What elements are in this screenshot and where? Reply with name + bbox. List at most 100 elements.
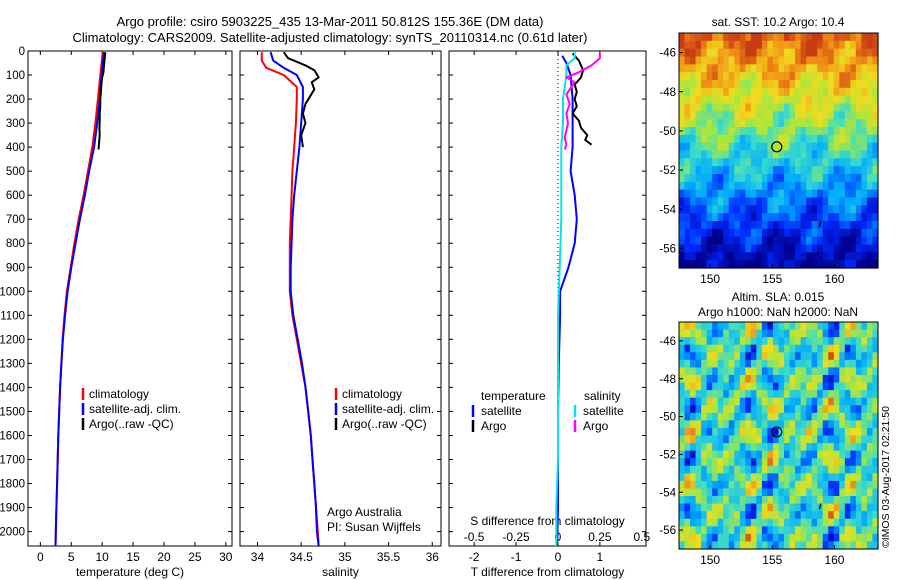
plot-frame [448, 50, 647, 547]
heatmap-cell [784, 480, 791, 490]
heatmap-cell [684, 103, 691, 112]
heatmap-cell [784, 526, 791, 535]
heatmap-cell [717, 382, 724, 391]
heatmap-cell [690, 533, 697, 543]
heatmap-cell [767, 344, 774, 353]
heatmap-cell [706, 150, 713, 159]
legend-entry: satellite [481, 404, 522, 418]
heatmap-cell [828, 95, 835, 105]
heatmap-cell [866, 197, 874, 206]
heatmap-cell [756, 337, 763, 346]
heatmap-cell [850, 33, 857, 42]
heatmap-cell [795, 465, 802, 474]
heatmap-cell [690, 111, 697, 120]
heatmap-cell [833, 213, 840, 222]
heatmap-cell [778, 420, 785, 429]
heatmap-cell [761, 40, 769, 50]
heatmap-cell [800, 260, 807, 269]
heatmap-cell [866, 142, 874, 152]
heatmap-cell [734, 244, 741, 253]
heatmap-cell [844, 435, 851, 444]
heatmap-cell [745, 541, 752, 550]
heatmap-cell [789, 236, 796, 246]
heatmap-cell [811, 95, 818, 105]
heatmap-cell [850, 443, 857, 452]
heatmap-cell [712, 518, 719, 527]
heatmap-cell [695, 465, 702, 474]
heatmap-cell [866, 236, 874, 246]
heatmap-cell [789, 213, 796, 222]
heatmap-cell [706, 236, 713, 246]
heatmap-cell [723, 390, 730, 399]
heatmap-cell [822, 221, 829, 230]
heatmap-cell [717, 405, 724, 414]
heatmap-cell [690, 382, 697, 391]
heatmap-cell [778, 322, 785, 331]
heatmap-cell [701, 496, 708, 505]
heatmap-cell [717, 541, 724, 550]
heatmap-cell [866, 344, 874, 353]
heatmap-cell [806, 480, 813, 490]
heatmap-cell [767, 533, 774, 543]
heatmap-cell [684, 397, 691, 406]
heatmap-cell [690, 473, 697, 482]
heatmap-cell [750, 166, 757, 175]
heatmap-cell [811, 412, 818, 421]
heatmap-cell [861, 213, 868, 222]
heatmap-cell [761, 166, 769, 175]
heatmap-cell [706, 359, 713, 368]
heatmap-cell [795, 142, 802, 152]
heatmap-cell [761, 337, 769, 346]
heatmap-cell [701, 33, 708, 42]
heatmap-cell [761, 458, 769, 467]
heatmap-cell [811, 166, 818, 175]
heatmap-cell [861, 158, 868, 167]
heatmap-cell [756, 465, 763, 474]
heatmap-cell [855, 526, 863, 535]
heatmap-cell [806, 72, 813, 81]
heatmap-cell [844, 518, 851, 527]
heatmap-cell [723, 236, 730, 246]
heatmap-cell [717, 158, 724, 167]
y-tick-label: 1300 [0, 358, 25, 370]
heatmap-cell [855, 95, 863, 105]
heatmap-cell [778, 443, 785, 452]
heatmap-cell [695, 205, 702, 214]
heatmap-cell [701, 518, 708, 527]
heatmap-cell [728, 181, 735, 191]
map-x-tick-label: 150 [700, 272, 720, 286]
heatmap-cell [695, 488, 702, 497]
heatmap-cell [839, 435, 846, 444]
heatmap-cell [728, 541, 735, 550]
heatmap-cell [690, 48, 697, 58]
heatmap-cell [872, 382, 879, 391]
heatmap-cell [750, 526, 757, 535]
heatmap-cell [789, 367, 796, 376]
heatmap-cell [850, 72, 857, 81]
heatmap-cell [872, 181, 879, 191]
heatmap-cell [706, 526, 713, 535]
x-axis-label: temperature (deg C) [76, 565, 184, 579]
heatmap-cell [684, 496, 691, 505]
heatmap-cell [833, 473, 840, 482]
heatmap-cell [828, 443, 835, 452]
heatmap-cell [772, 329, 780, 338]
heatmap-cell [767, 252, 774, 261]
heatmap-cell [839, 33, 846, 42]
heatmap-cell [861, 473, 868, 482]
legend-entry: Argo(..raw -QC) [89, 417, 174, 431]
heatmap-cell [844, 397, 851, 406]
heatmap-cell [839, 103, 846, 112]
heatmap-cell [778, 174, 785, 183]
heatmap-cell [866, 443, 874, 452]
heatmap-cell [701, 150, 708, 159]
heatmap-cell [817, 236, 824, 246]
heatmap-cell [828, 496, 835, 505]
heatmap-cell [833, 541, 840, 550]
heatmap-cell [850, 435, 857, 444]
heatmap-cell [717, 420, 724, 429]
heatmap-cell [739, 329, 746, 338]
heatmap-cell [728, 260, 735, 269]
heatmap-cell [712, 382, 719, 391]
heatmap-cell [679, 80, 686, 89]
